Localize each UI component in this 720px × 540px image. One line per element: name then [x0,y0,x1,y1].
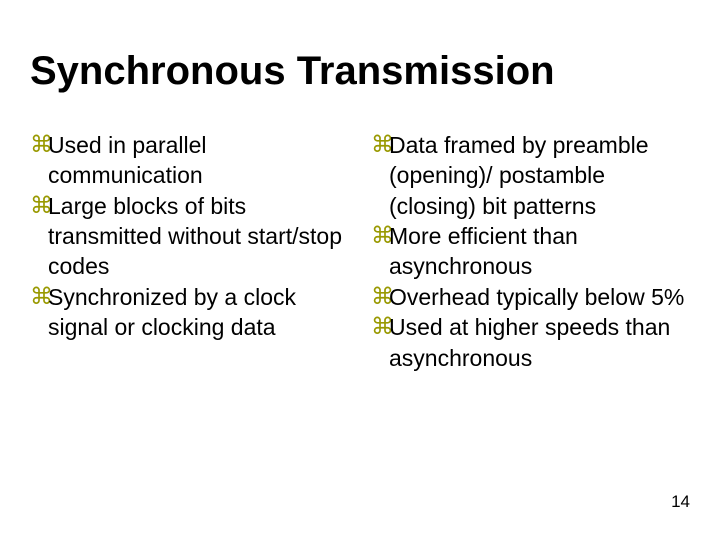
bullet-icon: ⌘ [30,130,48,160]
slide: Synchronous Transmission ⌘ Used in paral… [0,0,720,540]
bullet-icon: ⌘ [371,221,389,251]
bullet-icon: ⌘ [371,312,389,342]
bullet-icon: ⌘ [30,191,48,221]
bullet-text: Large blocks of bits transmitted without… [48,191,349,282]
bullet-text: Synchronized by a clock signal or clocki… [48,282,349,343]
bullet-icon: ⌘ [371,282,389,312]
list-item: ⌘ Overhead typically below 5% [371,282,690,312]
slide-title: Synchronous Transmission [30,50,690,92]
bullet-text: Data framed by preamble (opening)/ posta… [389,130,690,221]
right-column: ⌘ Data framed by preamble (opening)/ pos… [371,130,690,373]
left-column: ⌘ Used in parallel communication ⌘ Large… [30,130,349,373]
list-item: ⌘ Large blocks of bits transmitted witho… [30,191,349,282]
content-columns: ⌘ Used in parallel communication ⌘ Large… [30,130,690,373]
bullet-text: Used in parallel communication [48,130,349,191]
bullet-icon: ⌘ [371,130,389,160]
bullet-text: More efficient than asynchronous [389,221,690,282]
list-item: ⌘ Used in parallel communication [30,130,349,191]
list-item: ⌘ Used at higher speeds than asynchronou… [371,312,690,373]
bullet-text: Overhead typically below 5% [389,282,690,312]
list-item: ⌘ Data framed by preamble (opening)/ pos… [371,130,690,221]
page-number: 14 [671,492,690,512]
list-item: ⌘ Synchronized by a clock signal or cloc… [30,282,349,343]
list-item: ⌘ More efficient than asynchronous [371,221,690,282]
bullet-text: Used at higher speeds than asynchronous [389,312,690,373]
bullet-icon: ⌘ [30,282,48,312]
